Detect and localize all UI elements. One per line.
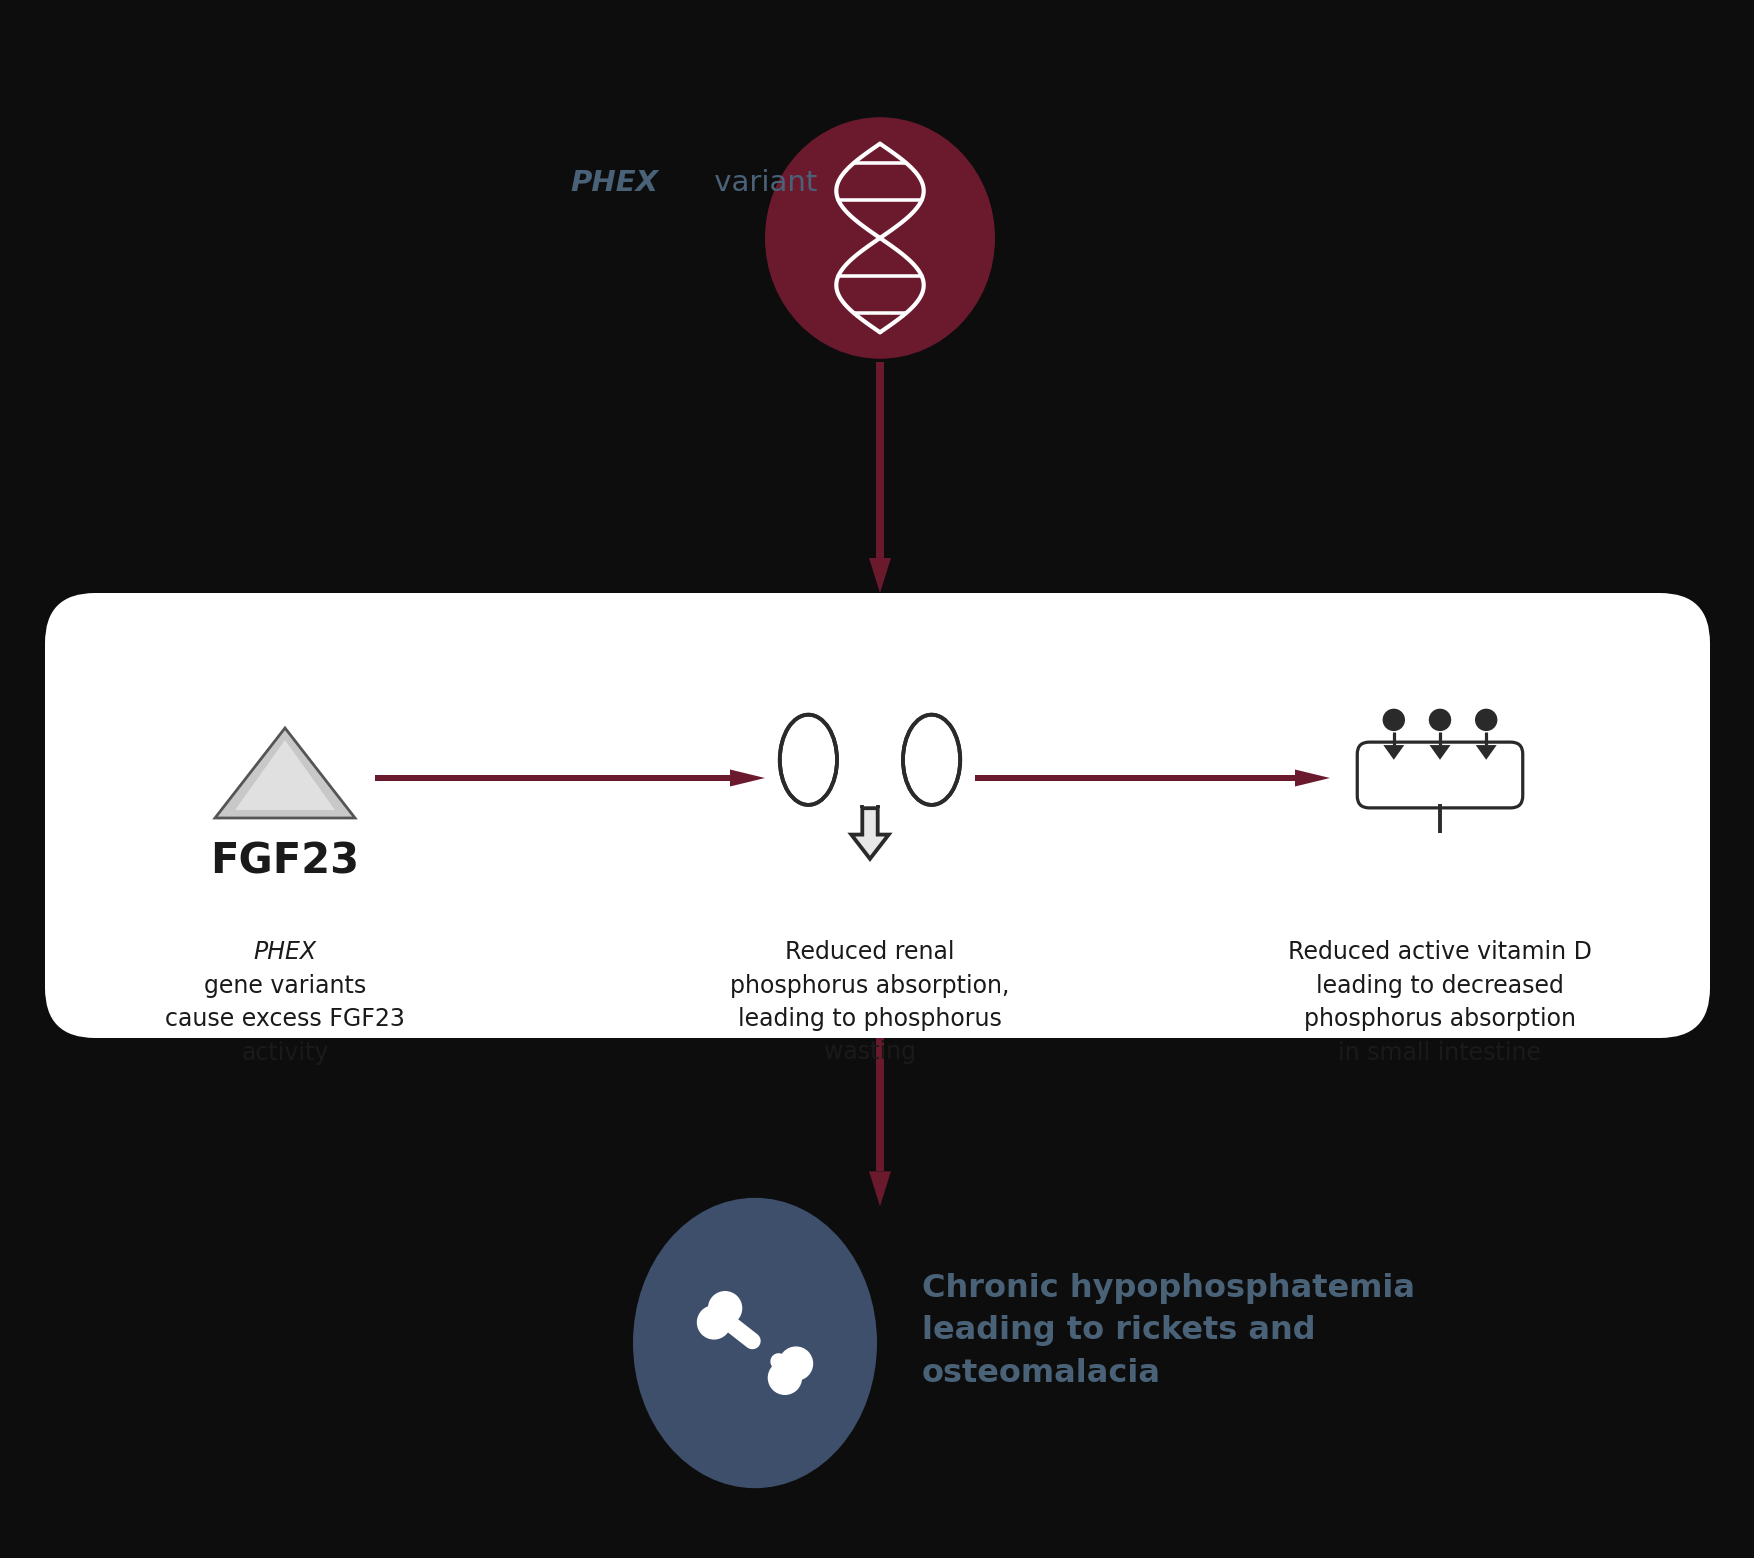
Circle shape [1475,709,1496,731]
Polygon shape [730,770,765,787]
Polygon shape [875,361,884,558]
Ellipse shape [931,735,951,785]
Polygon shape [1384,745,1405,760]
Circle shape [709,1292,742,1324]
Polygon shape [235,740,335,810]
Circle shape [768,1362,802,1394]
Ellipse shape [765,117,995,358]
Text: variant: variant [705,168,817,196]
Text: PHEX: PHEX [570,168,658,196]
FancyBboxPatch shape [46,594,1710,1038]
Polygon shape [1475,745,1496,760]
Polygon shape [975,774,1294,781]
Circle shape [698,1306,730,1338]
Ellipse shape [781,715,837,805]
Ellipse shape [789,735,809,785]
Polygon shape [851,809,889,858]
Polygon shape [875,1038,884,1172]
Polygon shape [216,728,354,818]
FancyBboxPatch shape [1358,742,1522,809]
Text: FGF23: FGF23 [210,841,360,883]
Polygon shape [375,774,730,781]
Polygon shape [868,558,891,594]
Polygon shape [1294,770,1330,787]
Circle shape [1430,709,1451,731]
Text: Reduced active vitamin D
leading to decreased
phosphorus absorption
in small int: Reduced active vitamin D leading to decr… [1287,939,1593,1064]
Text: gene variants
cause excess FGF23
activity: gene variants cause excess FGF23 activit… [165,974,405,1066]
Text: Reduced renal
phosphorus absorption,
leading to phosphorus
wasting: Reduced renal phosphorus absorption, lea… [730,939,1010,1064]
Polygon shape [868,1172,891,1206]
Circle shape [779,1348,812,1380]
Circle shape [1384,709,1405,731]
Text: Chronic hypophosphatemia
leading to rickets and
osteomalacia: Chronic hypophosphatemia leading to rick… [923,1273,1415,1390]
Text: PHEX: PHEX [254,939,316,964]
Ellipse shape [633,1198,877,1488]
Ellipse shape [903,715,959,805]
Polygon shape [1430,745,1451,760]
